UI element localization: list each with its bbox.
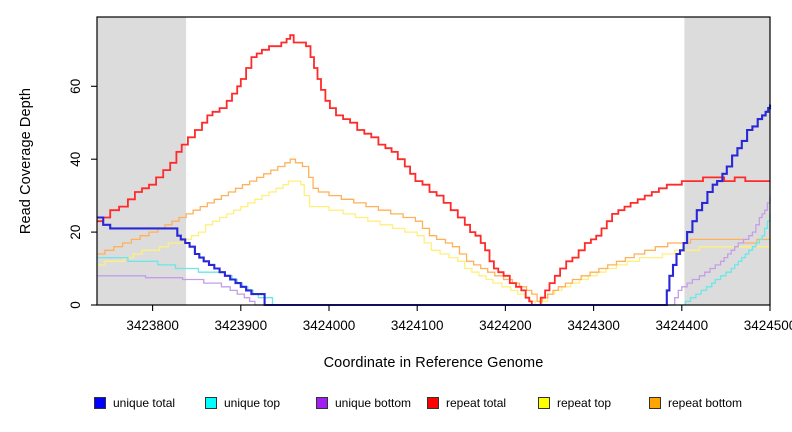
legend-label: unique total (113, 396, 176, 410)
legend-item-repeat-total: repeat total (427, 396, 538, 410)
legend-swatch-repeat-bottom (649, 397, 661, 409)
series-line-unique-bottom (97, 195, 771, 306)
legend-swatch-repeat-top (538, 397, 550, 409)
legend: unique total unique top unique bottom repea… (94, 396, 760, 410)
legend-item-repeat-top: repeat top (538, 396, 649, 410)
legend-label: unique bottom (335, 396, 412, 410)
x-axis-title: Coordinate in Reference Genome (323, 355, 544, 371)
y-axis: 0 20 40 60 (68, 79, 97, 309)
series-line-repeat-total (97, 34, 770, 306)
x-tick-label: 3423800 (126, 318, 179, 333)
series-line-unique-top (97, 213, 771, 306)
shaded-regions (97, 17, 770, 305)
legend-swatch-unique-top (205, 397, 217, 409)
legend-item-repeat-bottom: repeat bottom (649, 396, 760, 410)
legend-label: repeat bottom (668, 396, 743, 410)
series-line-unique-total (97, 104, 772, 307)
y-tick-label: 0 (68, 301, 83, 309)
legend-item-unique-top: unique top (205, 396, 316, 410)
legend-swatch-unique-bottom (316, 397, 328, 409)
legend-item-unique-bottom: unique bottom (316, 396, 427, 410)
legend-swatch-repeat-total (427, 397, 439, 409)
legend-label: repeat total (446, 396, 507, 410)
x-tick-label: 3424100 (391, 318, 444, 333)
x-tick-label: 3424300 (567, 318, 620, 333)
coverage-plot-canvas: 3423800 3423900 3424000 3424100 3424200 34243… (68, 16, 792, 333)
y-tick-label: 60 (68, 79, 83, 94)
legend-label: unique top (224, 396, 281, 410)
legend-swatch-unique-total (94, 397, 106, 409)
x-tick-label: 3424400 (656, 318, 709, 333)
x-tick-label: 3424200 (479, 318, 532, 333)
legend-label: repeat top (557, 396, 612, 410)
y-tick-label: 40 (68, 152, 83, 167)
shaded-region (684, 17, 770, 305)
x-tick-label: 3424500 (744, 318, 792, 333)
y-axis-title: Read Coverage Depth (18, 87, 34, 235)
series-line-repeat-bottom (97, 158, 770, 303)
x-tick-label: 3423900 (215, 318, 268, 333)
legend-item-unique-total: unique total (94, 396, 205, 410)
plot-border (96, 16, 771, 306)
x-axis: 3423800 3423900 3424000 3424100 3424200 34243… (126, 305, 792, 333)
x-tick-label: 3424000 (303, 318, 356, 333)
y-tick-label: 20 (68, 225, 83, 240)
